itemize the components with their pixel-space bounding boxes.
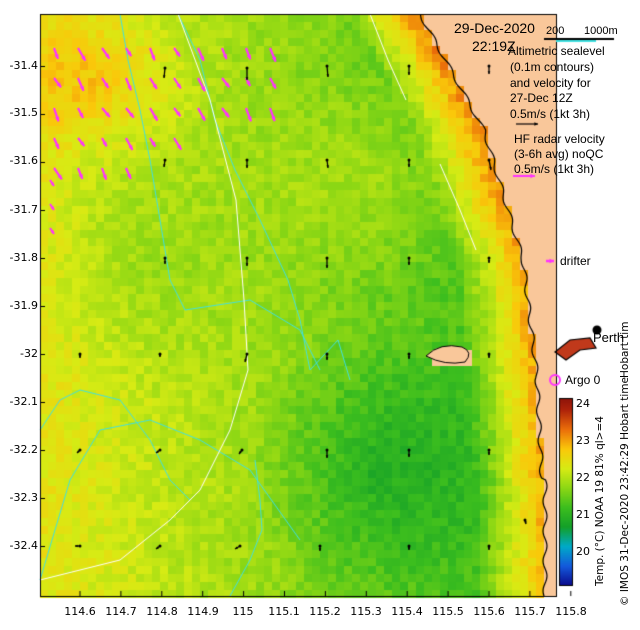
x-tick-label: 115.1 bbox=[268, 605, 300, 618]
x-tick-label: 115.4 bbox=[391, 605, 423, 618]
y-tick-label: -31.5 bbox=[9, 106, 38, 119]
colorbar-tick-label: 23 bbox=[576, 434, 590, 447]
argo-legend-label: Argo 0 bbox=[565, 373, 601, 387]
colorbar-tick-label: 22 bbox=[576, 471, 590, 484]
scale-1000-label: 1000m bbox=[584, 25, 618, 37]
time-label: 22:19Z bbox=[472, 38, 516, 54]
y-tick-label: -31.9 bbox=[9, 299, 38, 312]
altimetry-legend-line-2: (0.1m contours) bbox=[510, 60, 595, 74]
hobart-time-label: Hobart tim bbox=[619, 321, 631, 378]
scale-200-label: 200 bbox=[546, 25, 565, 37]
y-tick-label: -32.1 bbox=[9, 395, 38, 408]
hf-legend-line-3: 0.5m/s (1kt 3h) bbox=[514, 162, 595, 176]
x-tick-label: 114.8 bbox=[146, 605, 178, 618]
y-tick-label: -32.3 bbox=[9, 491, 38, 504]
colorbar-tick-label: 21 bbox=[576, 508, 590, 521]
x-tick-label: 115.2 bbox=[309, 605, 341, 618]
x-tick-label: 114.6 bbox=[64, 605, 96, 618]
y-tick-label: -32.2 bbox=[9, 443, 38, 456]
y-tick-label: -31.4 bbox=[9, 59, 38, 72]
drifter-legend-label: drifter bbox=[560, 254, 591, 268]
y-tick-label: -31.6 bbox=[9, 154, 38, 167]
y-tick-label: -31.8 bbox=[9, 251, 38, 264]
y-tick-label: -32.4 bbox=[9, 539, 38, 552]
colorbar-tick-label: 24 bbox=[576, 397, 590, 410]
x-tick-label: 115.5 bbox=[432, 605, 464, 618]
x-tick-label: 115 bbox=[232, 605, 254, 618]
perth-label: Perth bbox=[593, 330, 625, 345]
y-tick-label: -32 bbox=[20, 347, 38, 360]
x-tick-label: 114.9 bbox=[187, 605, 219, 618]
x-tick-label: 115.7 bbox=[514, 605, 546, 618]
y-tick-label: -31.7 bbox=[9, 203, 38, 216]
hf-legend-line-2: (3-6h avg) noQC bbox=[514, 147, 604, 161]
credit-label: © IMOS 31-Dec-2020 23:42:29 Hobart time bbox=[619, 377, 631, 606]
date-label: 29-Dec-2020 bbox=[454, 20, 535, 36]
x-tick-label: 115.6 bbox=[473, 605, 505, 618]
altimetry-legend-line-4: 27-Dec 12Z bbox=[510, 91, 573, 105]
hf-legend-line-1: HF radar velocity bbox=[514, 132, 605, 146]
x-tick-label: 115.8 bbox=[555, 605, 587, 618]
altimetry-legend-line-5: 0.5m/s (1kt 3h) bbox=[510, 107, 591, 121]
x-tick-label: 114.7 bbox=[105, 605, 137, 618]
colorbar-tick-label: 20 bbox=[576, 545, 590, 558]
altimetry-legend-line-3: and velocity for bbox=[510, 76, 591, 90]
altimetry-legend-line-1: Altimetric sealevel bbox=[508, 44, 605, 58]
x-tick-label: 115.3 bbox=[350, 605, 382, 618]
colorbar-title: Temp. (°C) NOAA 19 81% ql>=4 bbox=[594, 416, 606, 586]
